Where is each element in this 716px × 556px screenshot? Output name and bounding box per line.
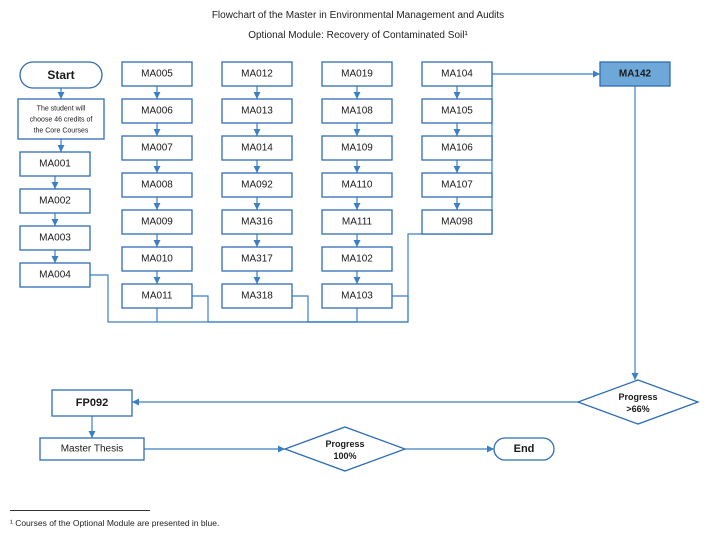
decision-d100: Progress 100% bbox=[285, 427, 405, 471]
node-ma316: MA316 bbox=[222, 210, 292, 234]
node-ma111: MA111 bbox=[322, 210, 392, 234]
node-ma001: MA001 bbox=[20, 152, 90, 176]
node-ma318: MA318 bbox=[222, 284, 292, 308]
edge bbox=[308, 308, 357, 322]
flowchart-svg: Start The student will choose 46 credits o… bbox=[0, 0, 716, 556]
svg-text:MA003: MA003 bbox=[39, 233, 71, 244]
node-ma008: MA008 bbox=[122, 173, 192, 197]
svg-text:MA019: MA019 bbox=[341, 69, 373, 80]
node-ma092: MA092 bbox=[222, 173, 292, 197]
footnote-rule bbox=[10, 510, 150, 511]
node-ma317: MA317 bbox=[222, 247, 292, 271]
svg-text:MA009: MA009 bbox=[141, 217, 173, 228]
node-ma105: MA105 bbox=[422, 99, 492, 123]
svg-text:MA109: MA109 bbox=[341, 143, 373, 154]
node-ma003: MA003 bbox=[20, 226, 90, 250]
node-ma110: MA110 bbox=[322, 173, 392, 197]
svg-text:choose 46 credits of: choose 46 credits of bbox=[30, 117, 93, 124]
svg-text:MA012: MA012 bbox=[241, 69, 273, 80]
svg-text:MA013: MA013 bbox=[241, 106, 273, 117]
node-ma107: MA107 bbox=[422, 173, 492, 197]
node-ma010: MA010 bbox=[122, 247, 192, 271]
svg-text:MA107: MA107 bbox=[441, 180, 473, 191]
svg-text:100%: 100% bbox=[333, 451, 356, 461]
svg-text:MA318: MA318 bbox=[241, 291, 273, 302]
node-ma102: MA102 bbox=[322, 247, 392, 271]
node-ma108: MA108 bbox=[322, 99, 392, 123]
svg-text:MA005: MA005 bbox=[141, 69, 173, 80]
node-ma002: MA002 bbox=[20, 189, 90, 213]
svg-text:MA108: MA108 bbox=[341, 106, 373, 117]
node-ma009: MA009 bbox=[122, 210, 192, 234]
node-ma014: MA014 bbox=[222, 136, 292, 160]
node-end: End bbox=[494, 438, 554, 460]
svg-text:MA010: MA010 bbox=[141, 254, 173, 265]
svg-text:MA011: MA011 bbox=[142, 291, 173, 302]
svg-text:the Core Courses: the Core Courses bbox=[34, 128, 89, 135]
svg-text:MA006: MA006 bbox=[141, 106, 173, 117]
node-ma109: MA109 bbox=[322, 136, 392, 160]
svg-text:The student will: The student will bbox=[37, 106, 86, 113]
node-ma007: MA007 bbox=[122, 136, 192, 160]
node-ma098: MA098 bbox=[422, 210, 492, 234]
node-start: Start bbox=[20, 62, 102, 88]
node-ma019: MA019 bbox=[322, 62, 392, 86]
svg-text:MA098: MA098 bbox=[441, 217, 473, 228]
node-thesis: Master Thesis bbox=[40, 438, 144, 460]
svg-text:Progress: Progress bbox=[325, 439, 364, 449]
node-desc: The student will choose 46 credits of the … bbox=[18, 99, 104, 139]
svg-text:MA111: MA111 bbox=[342, 217, 373, 228]
svg-text:MA014: MA014 bbox=[241, 143, 273, 154]
edge bbox=[192, 296, 208, 322]
node-ma013: MA013 bbox=[222, 99, 292, 123]
svg-text:MA106: MA106 bbox=[441, 143, 473, 154]
svg-text:MA004: MA004 bbox=[39, 270, 71, 281]
footnote-text: ¹ Courses of the Optional Module are pre… bbox=[10, 518, 219, 528]
node-ma005: MA005 bbox=[122, 62, 192, 86]
svg-text:FP092: FP092 bbox=[76, 397, 108, 409]
node-ma004: MA004 bbox=[20, 263, 90, 287]
svg-text:MA008: MA008 bbox=[141, 180, 173, 191]
node-ma106: MA106 bbox=[422, 136, 492, 160]
node-fp092: FP092 bbox=[52, 390, 132, 416]
node-ma142: MA142 bbox=[600, 62, 670, 86]
node-ma012: MA012 bbox=[222, 62, 292, 86]
svg-text:Start: Start bbox=[47, 68, 74, 82]
svg-text:MA092: MA092 bbox=[241, 180, 273, 191]
svg-text:MA110: MA110 bbox=[342, 180, 373, 191]
svg-text:MA316: MA316 bbox=[241, 217, 273, 228]
svg-text:MA317: MA317 bbox=[241, 254, 273, 265]
node-ma103: MA103 bbox=[322, 284, 392, 308]
svg-text:End: End bbox=[514, 443, 535, 455]
svg-text:>66%: >66% bbox=[626, 404, 649, 414]
svg-text:MA001: MA001 bbox=[39, 159, 71, 170]
svg-text:MA103: MA103 bbox=[341, 291, 373, 302]
node-ma104: MA104 bbox=[422, 62, 492, 86]
decision-d66: Progress >66% bbox=[578, 380, 698, 424]
svg-text:MA104: MA104 bbox=[441, 69, 473, 80]
svg-text:Master Thesis: Master Thesis bbox=[61, 444, 124, 455]
svg-text:Progress: Progress bbox=[618, 392, 657, 402]
svg-text:MA002: MA002 bbox=[39, 196, 71, 207]
node-ma011: MA011 bbox=[122, 284, 192, 308]
svg-text:MA102: MA102 bbox=[341, 254, 373, 265]
node-ma006: MA006 bbox=[122, 99, 192, 123]
svg-text:MA142: MA142 bbox=[619, 69, 652, 80]
svg-text:MA105: MA105 bbox=[441, 106, 473, 117]
svg-text:MA007: MA007 bbox=[141, 143, 173, 154]
